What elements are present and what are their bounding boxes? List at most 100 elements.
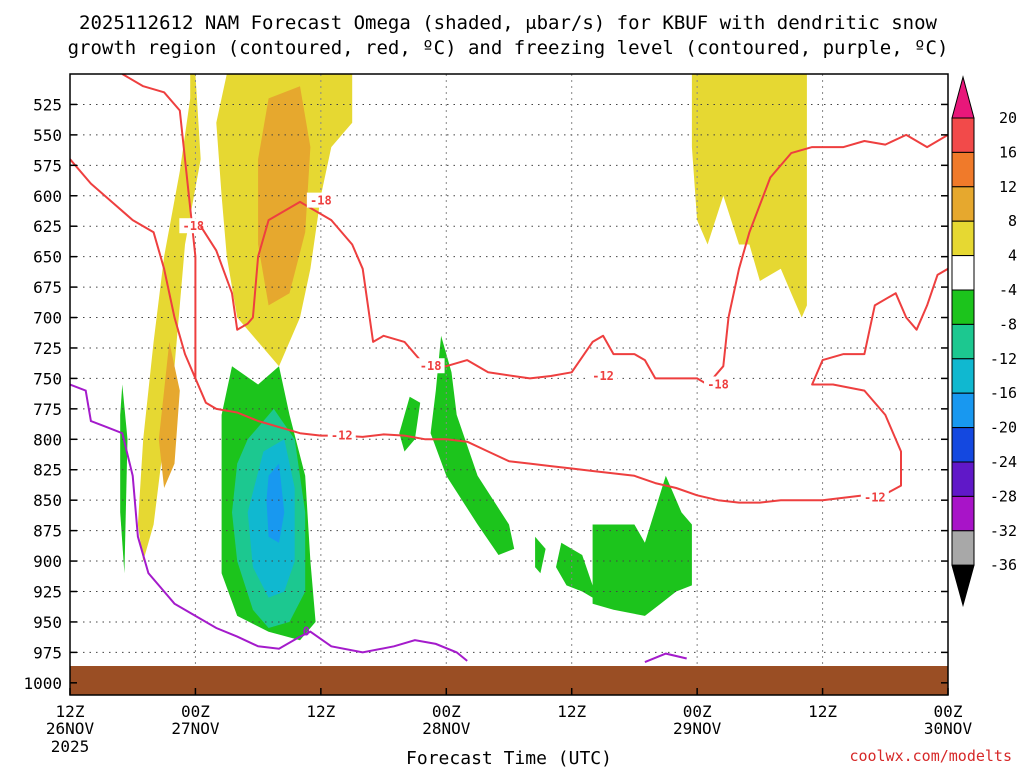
x-tick-label-time: 12Z	[557, 702, 586, 721]
ground-terrain	[70, 666, 948, 695]
colorbar-top-arrow	[951, 75, 975, 119]
contour-label-bg	[860, 489, 889, 505]
colorbar: 20 16 12 8 4 -4 -8 -12 -16 -20 -24 -28 -32 -36	[951, 75, 1017, 608]
colorbar-label: -4	[999, 281, 1017, 299]
plot-frame	[69, 73, 949, 696]
contour-label-bg	[589, 367, 618, 383]
colorbar-segment	[951, 289, 975, 325]
omega-region-4	[137, 74, 201, 562]
y-tick-label-725: 725	[33, 339, 62, 358]
contour-label-12: -12	[864, 491, 886, 505]
x-tick-label-time: 00Z	[934, 702, 963, 721]
colorbar-label: 8	[1008, 212, 1017, 230]
y-tick-label-650: 650	[33, 248, 62, 267]
colorbar-label: -20	[990, 419, 1017, 437]
x-tick-label-time: 12Z	[56, 702, 85, 721]
y-tick-label-525: 525	[33, 95, 62, 114]
x-axis-label: Forecast Time (UTC)	[406, 748, 612, 768]
x-tick-label-year: 2025	[51, 737, 90, 756]
omega-region-8	[258, 86, 311, 306]
omega-region--16	[266, 463, 285, 543]
colorbar-label: -8	[999, 315, 1017, 333]
omega-region--4	[556, 542, 614, 598]
y-tick-label-775: 775	[33, 400, 62, 419]
colorbar-segment	[951, 220, 975, 257]
x-tick-label-time: 12Z	[306, 702, 335, 721]
y-tick-label-900: 900	[33, 552, 62, 571]
colorbar-label: 12	[999, 178, 1017, 196]
colorbar-segment	[951, 358, 975, 394]
colorbar-segment	[951, 255, 975, 291]
y-tick-label-550: 550	[33, 126, 62, 145]
chart-title-line-1: 2025112612 NAM Forecast Omega (shaded, μ…	[79, 12, 937, 34]
y-tick-label-600: 600	[33, 187, 62, 206]
y-tick-label-700: 700	[33, 309, 62, 328]
y-tick-label-575: 575	[33, 156, 62, 175]
colorbar-label: -16	[990, 384, 1017, 402]
dgz-contour-18	[199, 133, 948, 386]
y-tick-label-800: 800	[33, 430, 62, 449]
x-tick-label-time: 00Z	[683, 702, 712, 721]
colorbar-segment	[951, 323, 975, 360]
colorbar-segment	[951, 392, 975, 429]
colorbar-label: 20	[999, 109, 1017, 127]
colorbar-segment	[951, 186, 975, 222]
freezing-level-contour	[70, 383, 468, 662]
colorbar-segment	[951, 495, 975, 532]
x-tick-label-time: 00Z	[181, 702, 210, 721]
contour-label-12: -12	[592, 369, 614, 383]
omega-region--4	[120, 384, 128, 574]
contour-label-bg	[327, 427, 356, 443]
chart-title-line-2: growth region (contoured, red, ºC) and f…	[68, 37, 949, 59]
x-tick-label-date: 26NOV	[46, 719, 95, 738]
contour-label-12: -12	[331, 429, 353, 443]
x-tick-label-time: 12Z	[808, 702, 837, 721]
y-tick-label-750: 750	[33, 369, 62, 388]
omega-shading	[120, 74, 807, 641]
contour-label-bg	[179, 218, 208, 234]
colorbar-label: 16	[999, 143, 1017, 161]
grid-lines	[70, 74, 948, 695]
y-tick-label-850: 850	[33, 491, 62, 510]
plot-area: -18 -18 -12 -18 -12 -18 -12 0	[70, 74, 948, 695]
y-tick-label-675: 675	[33, 278, 62, 297]
colorbar-label: -28	[990, 487, 1017, 505]
y-tick-label-825: 825	[33, 461, 62, 480]
colorbar-bottom-arrow	[951, 564, 975, 608]
contour-label-18: -18	[707, 378, 729, 392]
colorbar-segment	[951, 461, 975, 497]
x-tick-label-date: 28NOV	[422, 719, 471, 738]
x-tick-label-date: 30NOV	[924, 719, 973, 738]
x-tick-label-date: 29NOV	[673, 719, 722, 738]
contour-label-bg	[416, 358, 445, 374]
credit-text: coolwx.com/modelts	[849, 747, 1012, 765]
omega-region-4	[691, 74, 807, 318]
contour-label-bg	[306, 192, 335, 208]
colorbar-segment	[951, 117, 975, 153]
omega-region--4	[399, 396, 421, 452]
colorbar-label: -32	[990, 522, 1017, 540]
colorbar-segment	[951, 427, 975, 463]
y-tick-label-950: 950	[33, 613, 62, 632]
freezing-level-contour	[644, 652, 687, 664]
omega-region--4	[592, 475, 692, 616]
y-tick-label-975: 975	[33, 643, 62, 662]
contour-label-18: -18	[310, 194, 332, 208]
dgz-contour-18	[70, 74, 197, 380]
y-axis: 525 550 575 600 625 650 675 700 725 750 775 800 825 8…	[23, 95, 948, 693]
colorbar-label: -24	[990, 453, 1017, 471]
temperature-contours: -18 -18 -12 -18 -12 -18 -12 0	[70, 74, 948, 687]
omega-region--4	[535, 536, 546, 574]
colorbar-segment	[951, 530, 975, 566]
y-tick-label-925: 925	[33, 583, 62, 602]
y-tick-label-625: 625	[33, 217, 62, 236]
y-tick-label-1000: 1000	[23, 674, 62, 693]
colorbar-segment	[951, 151, 975, 188]
contour-label-18: -18	[182, 219, 204, 233]
colorbar-label: -12	[990, 350, 1017, 368]
colorbar-label: -36	[990, 556, 1017, 574]
x-tick-label-time: 00Z	[432, 702, 461, 721]
colorbar-label: 4	[1008, 247, 1017, 265]
